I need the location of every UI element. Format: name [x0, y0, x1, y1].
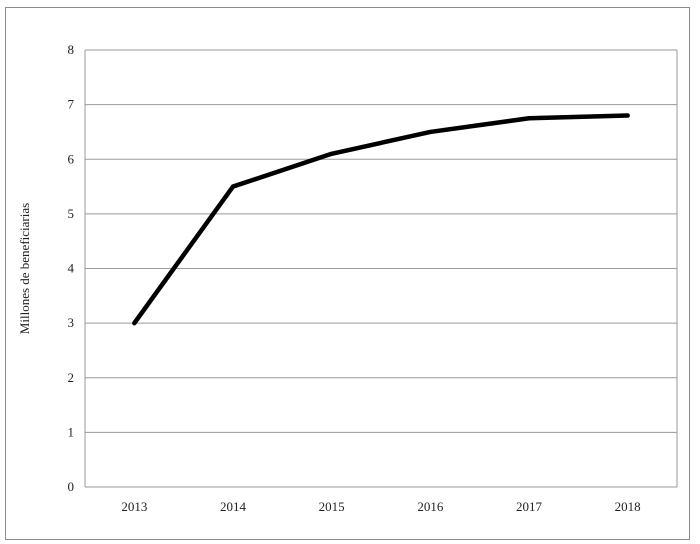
y-tick-label: 6 — [68, 151, 75, 166]
chart-frame — [5, 7, 690, 540]
x-tick-label: 2014 — [220, 499, 247, 514]
y-axis-title: Millones de beneficiarias — [17, 203, 32, 334]
x-tick-label: 2016 — [417, 499, 444, 514]
y-tick-label: 4 — [68, 261, 75, 276]
y-tick-label: 0 — [68, 479, 75, 494]
x-tick-label: 2013 — [121, 499, 147, 514]
y-tick-label: 1 — [68, 424, 75, 439]
x-tick-label: 2018 — [615, 499, 641, 514]
series-line — [132, 113, 630, 326]
y-tick-label: 8 — [68, 42, 75, 57]
y-tick-label: 2 — [68, 370, 75, 385]
y-tick-label: 3 — [68, 315, 75, 330]
y-tick-label: 5 — [68, 206, 75, 221]
y-tick-label: 7 — [68, 97, 75, 112]
x-tick-label: 2017 — [516, 499, 543, 514]
x-tick-label: 2015 — [319, 499, 345, 514]
